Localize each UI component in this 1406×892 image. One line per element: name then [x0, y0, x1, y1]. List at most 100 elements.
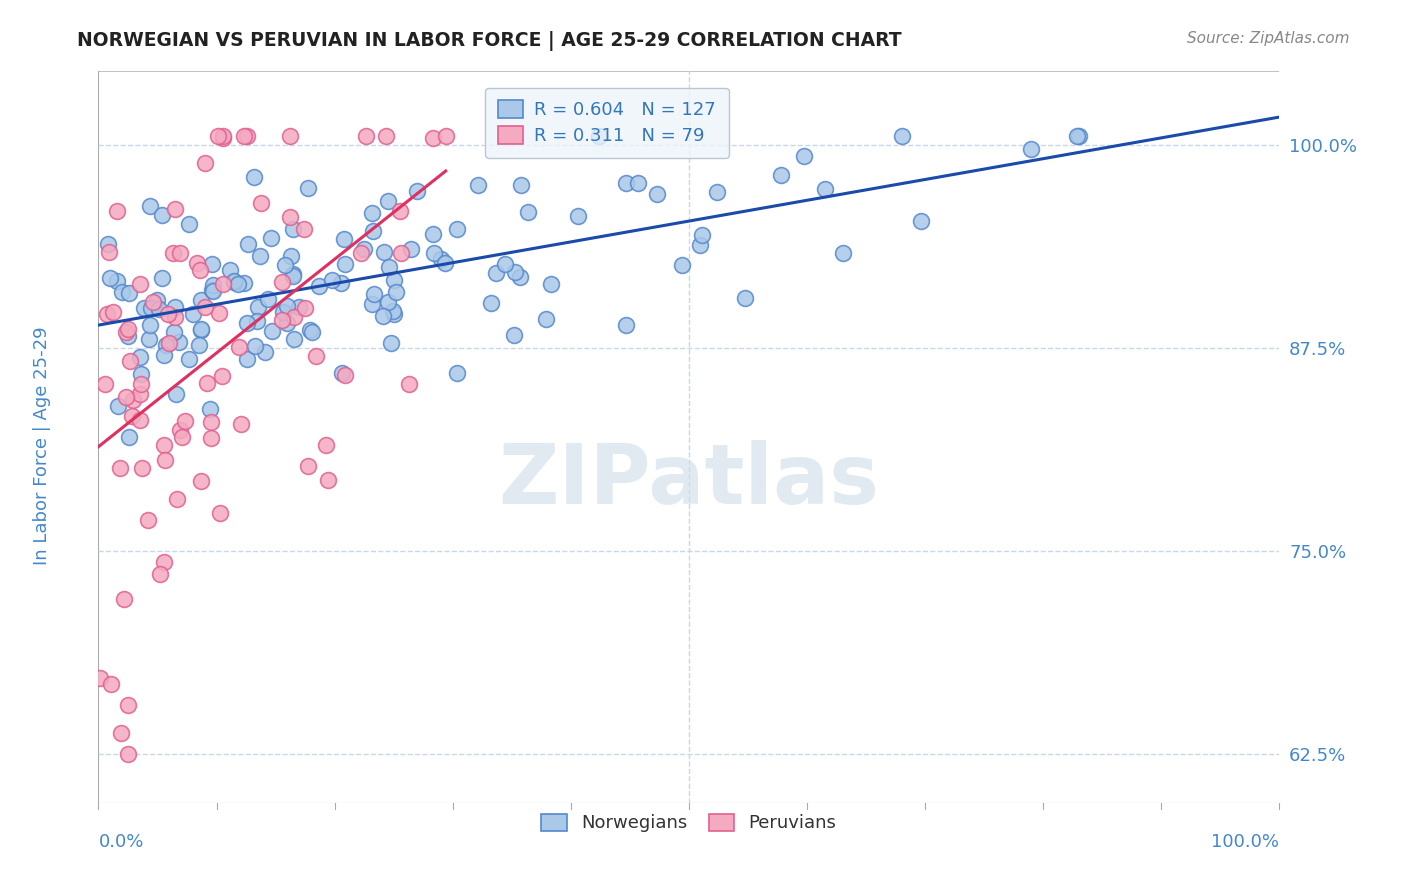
- Point: [283, 221, 305, 235]
- Point: [831, 246, 853, 260]
- Point: [645, 186, 668, 201]
- Point: [129, 376, 152, 391]
- Point: [354, 129, 377, 144]
- Point: [97, 237, 120, 252]
- Point: [588, 129, 610, 144]
- Point: [271, 275, 294, 289]
- Point: [186, 255, 208, 269]
- Point: [814, 182, 837, 196]
- Point: [361, 223, 384, 237]
- Point: [278, 129, 301, 144]
- Point: [181, 307, 204, 321]
- Point: [198, 401, 221, 416]
- Point: [891, 129, 914, 144]
- Point: [467, 178, 489, 192]
- Point: [142, 295, 165, 310]
- Point: [260, 231, 283, 245]
- Point: [103, 305, 125, 319]
- Point: [108, 461, 131, 475]
- Point: [201, 283, 224, 297]
- Point: [567, 209, 589, 223]
- Point: [292, 222, 315, 236]
- Point: [226, 277, 249, 291]
- Point: [153, 555, 176, 569]
- Point: [422, 131, 444, 145]
- Point: [283, 332, 305, 346]
- Point: [614, 318, 637, 332]
- Point: [96, 307, 118, 321]
- Point: [138, 332, 160, 346]
- Point: [793, 149, 815, 163]
- Point: [200, 415, 222, 429]
- Point: [247, 300, 270, 314]
- Point: [150, 271, 173, 285]
- Point: [107, 399, 129, 413]
- Point: [333, 232, 356, 246]
- Point: [166, 492, 188, 507]
- Point: [360, 296, 382, 310]
- Point: [117, 747, 139, 761]
- Point: [117, 329, 139, 343]
- Point: [170, 430, 193, 444]
- Point: [281, 267, 304, 281]
- Text: Source: ZipAtlas.com: Source: ZipAtlas.com: [1187, 31, 1350, 46]
- Point: [188, 262, 211, 277]
- Point: [333, 368, 356, 382]
- Point: [297, 180, 319, 194]
- Point: [378, 260, 401, 274]
- Point: [434, 256, 457, 270]
- Point: [201, 257, 224, 271]
- Point: [236, 352, 259, 367]
- Legend: Norwegians, Peruvians: Norwegians, Peruvians: [529, 801, 849, 845]
- Point: [111, 285, 134, 299]
- Point: [153, 348, 176, 362]
- Point: [236, 129, 259, 144]
- Point: [249, 196, 271, 211]
- Point: [1066, 129, 1088, 144]
- Point: [212, 129, 235, 144]
- Point: [228, 340, 250, 354]
- Point: [380, 335, 402, 350]
- Point: [273, 258, 295, 272]
- Point: [243, 339, 266, 353]
- Point: [375, 129, 398, 144]
- Point: [179, 217, 201, 231]
- Point: [190, 293, 212, 308]
- Point: [315, 438, 337, 452]
- Point: [121, 409, 143, 424]
- Point: [330, 366, 353, 380]
- Point: [224, 274, 246, 288]
- Point: [502, 327, 524, 342]
- Point: [131, 367, 153, 381]
- Point: [377, 295, 399, 310]
- Point: [229, 417, 252, 431]
- Point: [301, 326, 323, 340]
- Point: [236, 237, 259, 252]
- Point: [167, 335, 190, 350]
- Point: [236, 316, 259, 330]
- Point: [271, 313, 294, 327]
- Point: [128, 387, 150, 401]
- Point: [194, 155, 217, 169]
- Point: [118, 430, 141, 444]
- Point: [1069, 129, 1091, 144]
- Point: [138, 199, 160, 213]
- Point: [190, 322, 212, 336]
- Point: [353, 242, 375, 256]
- Point: [257, 292, 280, 306]
- Point: [517, 205, 540, 219]
- Point: [350, 246, 373, 260]
- Point: [503, 265, 526, 279]
- Point: [149, 567, 172, 582]
- Point: [201, 278, 224, 293]
- Point: [98, 244, 121, 259]
- Point: [540, 277, 562, 292]
- Point: [162, 245, 184, 260]
- Point: [363, 287, 385, 301]
- Point: [690, 228, 713, 243]
- Point: [382, 304, 405, 318]
- Point: [157, 336, 180, 351]
- Point: [153, 453, 176, 467]
- Point: [280, 249, 302, 263]
- Point: [243, 170, 266, 185]
